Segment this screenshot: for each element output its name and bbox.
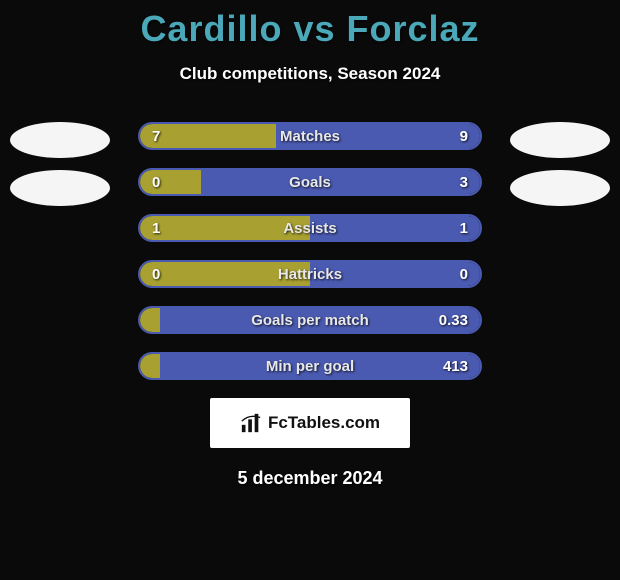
value-right: 0: [460, 262, 468, 286]
value-right: 9: [460, 124, 468, 148]
page-title: Cardillo vs Forclaz: [0, 0, 620, 50]
value-right: 1: [460, 216, 468, 240]
stat-label: Assists: [140, 216, 480, 240]
stat-row-goals-per-match: Goals per match 0.33: [138, 306, 482, 334]
stat-label: Matches: [140, 124, 480, 148]
stat-row-goals: 0 Goals 3: [138, 168, 482, 196]
stat-label: Min per goal: [140, 354, 480, 378]
stat-label: Hattricks: [140, 262, 480, 286]
fctables-logo: FcTables.com: [210, 398, 410, 448]
stat-row-min-per-goal: Min per goal 413: [138, 352, 482, 380]
stat-label: Goals per match: [140, 308, 480, 332]
stat-bars: 7 Matches 9 0 Goals 3 1 Assists 1 0 Hatt…: [138, 122, 482, 380]
logo-text: FcTables.com: [268, 413, 380, 433]
date-label: 5 december 2024: [0, 468, 620, 489]
comparison-chart: 7 Matches 9 0 Goals 3 1 Assists 1 0 Hatt…: [0, 122, 620, 380]
subtitle: Club competitions, Season 2024: [0, 64, 620, 84]
chart-icon: [240, 412, 262, 434]
player-left-avatar-2: [10, 170, 110, 206]
player-left-avatar: [10, 122, 110, 158]
value-right: 3: [460, 170, 468, 194]
player-right-avatar: [510, 122, 610, 158]
stat-row-hattricks: 0 Hattricks 0: [138, 260, 482, 288]
stat-row-assists: 1 Assists 1: [138, 214, 482, 242]
value-right: 0.33: [439, 308, 468, 332]
player-right-avatar-2: [510, 170, 610, 206]
stat-label: Goals: [140, 170, 480, 194]
value-right: 413: [443, 354, 468, 378]
stat-row-matches: 7 Matches 9: [138, 122, 482, 150]
